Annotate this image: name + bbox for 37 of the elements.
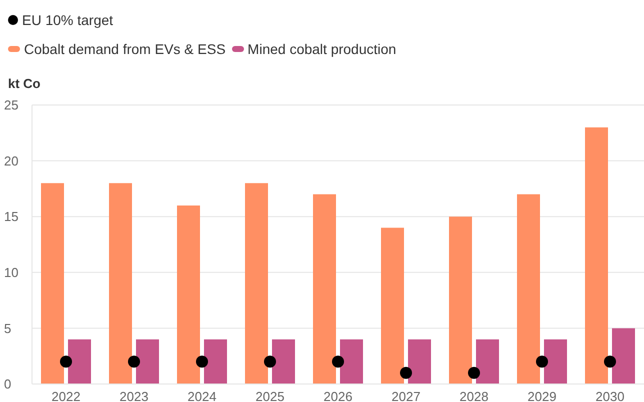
y-tick-label: 10 <box>4 265 18 280</box>
bar <box>109 183 132 384</box>
y-tick-label: 0 <box>4 376 12 392</box>
bar <box>68 339 91 384</box>
bar <box>517 194 540 384</box>
y-tick-label: 15 <box>4 209 18 224</box>
y-tick-label: 20 <box>4 153 18 168</box>
bar <box>272 339 295 384</box>
x-tick-label: 2026 <box>324 389 352 402</box>
legend-label: Mined cobalt production <box>248 41 396 57</box>
bar <box>204 339 227 384</box>
bar <box>408 339 431 384</box>
bar <box>476 339 499 384</box>
bar <box>313 194 336 384</box>
y-axis-title: kt Co <box>8 76 40 91</box>
bar <box>245 183 268 384</box>
x-tick-label: 2025 <box>256 389 284 402</box>
bar <box>544 339 567 384</box>
bar <box>381 228 404 384</box>
y-tick-label: 25 <box>4 98 18 113</box>
x-tick-label: 2024 <box>188 389 216 402</box>
bar <box>449 216 472 384</box>
x-tick-label: 2030 <box>596 389 624 402</box>
bar <box>41 183 64 384</box>
bar <box>340 339 363 384</box>
x-tick-label: 2027 <box>392 389 420 402</box>
bar <box>612 328 635 384</box>
legend-label: EU 10% target <box>22 12 114 28</box>
x-tick-label: 2022 <box>52 389 80 402</box>
y-tick-label: 5 <box>4 320 12 336</box>
bar <box>136 339 159 384</box>
x-tick-label: 2023 <box>120 389 148 402</box>
bar <box>585 127 608 384</box>
x-tick-label: 2029 <box>528 389 556 402</box>
x-tick-label: 2028 <box>460 389 488 402</box>
bar <box>177 205 200 384</box>
legend-label: Cobalt demand from EVs & ESS <box>24 41 226 57</box>
